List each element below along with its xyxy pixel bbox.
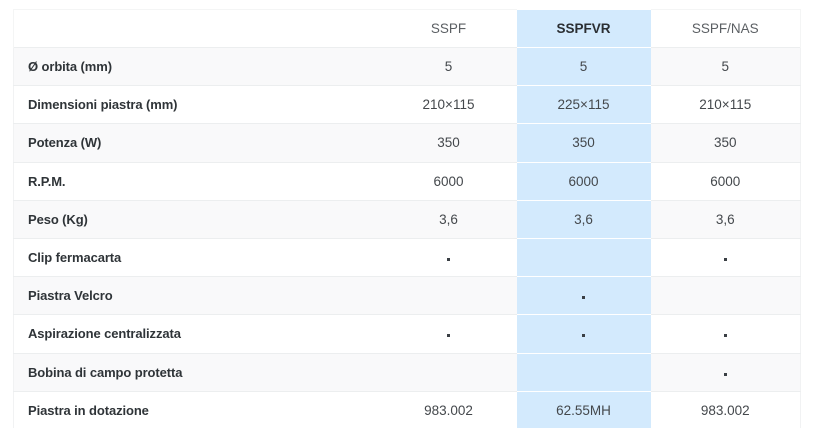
table-row: Potenza (W) 350 350 350	[13, 123, 801, 163]
column-header-spec-name	[13, 9, 381, 48]
cell-sspf-nas-row-9	[650, 352, 801, 392]
cell-sspfvr-row-6	[516, 237, 651, 278]
table-row: Bobina di campo protetta	[13, 352, 801, 392]
cell-sspf-row-1: 5	[380, 46, 517, 87]
row-label-7: Piastra Velcro	[13, 276, 381, 316]
cell-sspf-nas-row-8	[650, 314, 801, 354]
feature-unavailable-blank	[448, 376, 449, 377]
cell-sspfvr-row-8	[516, 314, 651, 354]
cell-sspf-nas-row-10: 983.002	[650, 390, 801, 428]
cell-sspf-nas-row-4: 6000	[650, 161, 801, 201]
cell-sspf-nas-row-3: 350	[650, 123, 801, 163]
cell-sspf-nas-row-5: 3,6	[650, 199, 801, 239]
cell-sspfvr-row-3: 350	[516, 123, 651, 163]
table-header: SSPF SSPFVR SSPF/NAS	[13, 9, 801, 48]
cell-sspf-nas-row-6	[650, 237, 801, 278]
cell-sspfvr-row-7	[516, 276, 651, 316]
cell-sspf-row-3: 350	[380, 123, 517, 163]
cell-sspf-row-10: 983.002	[380, 390, 517, 428]
cell-sspf-row-8	[380, 314, 517, 354]
table-row: Clip fermacarta	[13, 237, 801, 278]
table-header-row: SSPF SSPFVR SSPF/NAS	[13, 9, 801, 48]
cell-sspf-row-2: 210×115	[380, 85, 517, 125]
feature-available-dot-icon	[582, 296, 585, 300]
cell-sspf-row-4: 6000	[380, 161, 517, 201]
table-body: Ø orbita (mm) 5 5 5 Dimensioni piastra (mm) 2…	[13, 46, 801, 428]
cell-sspfvr-row-2: 225×115	[516, 85, 651, 125]
row-label-10: Piastra in dotazione	[13, 390, 381, 428]
column-header-sspf-nas: SSPF/NAS	[650, 9, 801, 48]
table-row: Piastra Velcro	[13, 276, 801, 316]
specification-comparison-table: SSPF SSPFVR SSPF/NAS Ø orbita (mm) 5 5 5 Dim…	[13, 9, 801, 428]
feature-available-dot-icon	[723, 257, 727, 261]
cell-sspfvr-row-10: 62.55MH	[516, 390, 651, 428]
feature-available-dot-icon	[723, 334, 727, 338]
row-label-1: Ø orbita (mm)	[13, 46, 381, 87]
cell-sspf-row-7	[380, 276, 517, 316]
cell-sspf-row-9	[380, 352, 517, 392]
feature-unavailable-blank	[583, 261, 584, 262]
column-header-sspf: SSPF	[380, 9, 517, 48]
cell-sspfvr-row-1: 5	[516, 46, 651, 87]
row-label-2: Dimensioni piastra (mm)	[13, 85, 381, 125]
table-row: Dimensioni piastra (mm) 210×115 225×115 210…	[13, 85, 801, 125]
feature-available-dot-icon	[723, 372, 727, 376]
feature-unavailable-blank	[448, 299, 449, 300]
cell-sspfvr-row-5: 3,6	[516, 199, 651, 239]
row-label-8: Aspirazione centralizzata	[13, 314, 381, 354]
cell-sspf-nas-row-2: 210×115	[650, 85, 801, 125]
cell-sspfvr-row-4: 6000	[516, 161, 651, 201]
table-row: Aspirazione centralizzata	[13, 314, 801, 354]
feature-unavailable-blank	[583, 376, 584, 377]
feature-available-dot-icon	[447, 334, 450, 338]
table-row: R.P.M. 6000 6000 6000	[13, 161, 801, 201]
row-label-3: Potenza (W)	[13, 123, 381, 163]
column-header-sspfvr: SSPFVR	[516, 9, 651, 48]
table-row: Piastra in dotazione 983.002 62.55MH 983.00…	[13, 390, 801, 428]
cell-sspf-row-6	[380, 237, 517, 278]
cell-sspfvr-row-9	[516, 352, 651, 392]
cell-sspf-nas-row-7	[650, 276, 801, 316]
row-label-4: R.P.M.	[13, 161, 381, 201]
row-label-9: Bobina di campo protetta	[13, 352, 381, 392]
cell-sspf-row-5: 3,6	[380, 199, 517, 239]
feature-unavailable-blank	[725, 299, 726, 300]
table-row: Ø orbita (mm) 5 5 5	[13, 46, 801, 87]
row-label-5: Peso (Kg)	[13, 199, 381, 239]
feature-available-dot-icon	[447, 257, 450, 261]
row-label-6: Clip fermacarta	[13, 237, 381, 278]
cell-sspf-nas-row-1: 5	[650, 46, 801, 87]
table-row: Peso (Kg) 3,6 3,6 3,6	[13, 199, 801, 239]
feature-available-dot-icon	[582, 334, 585, 338]
